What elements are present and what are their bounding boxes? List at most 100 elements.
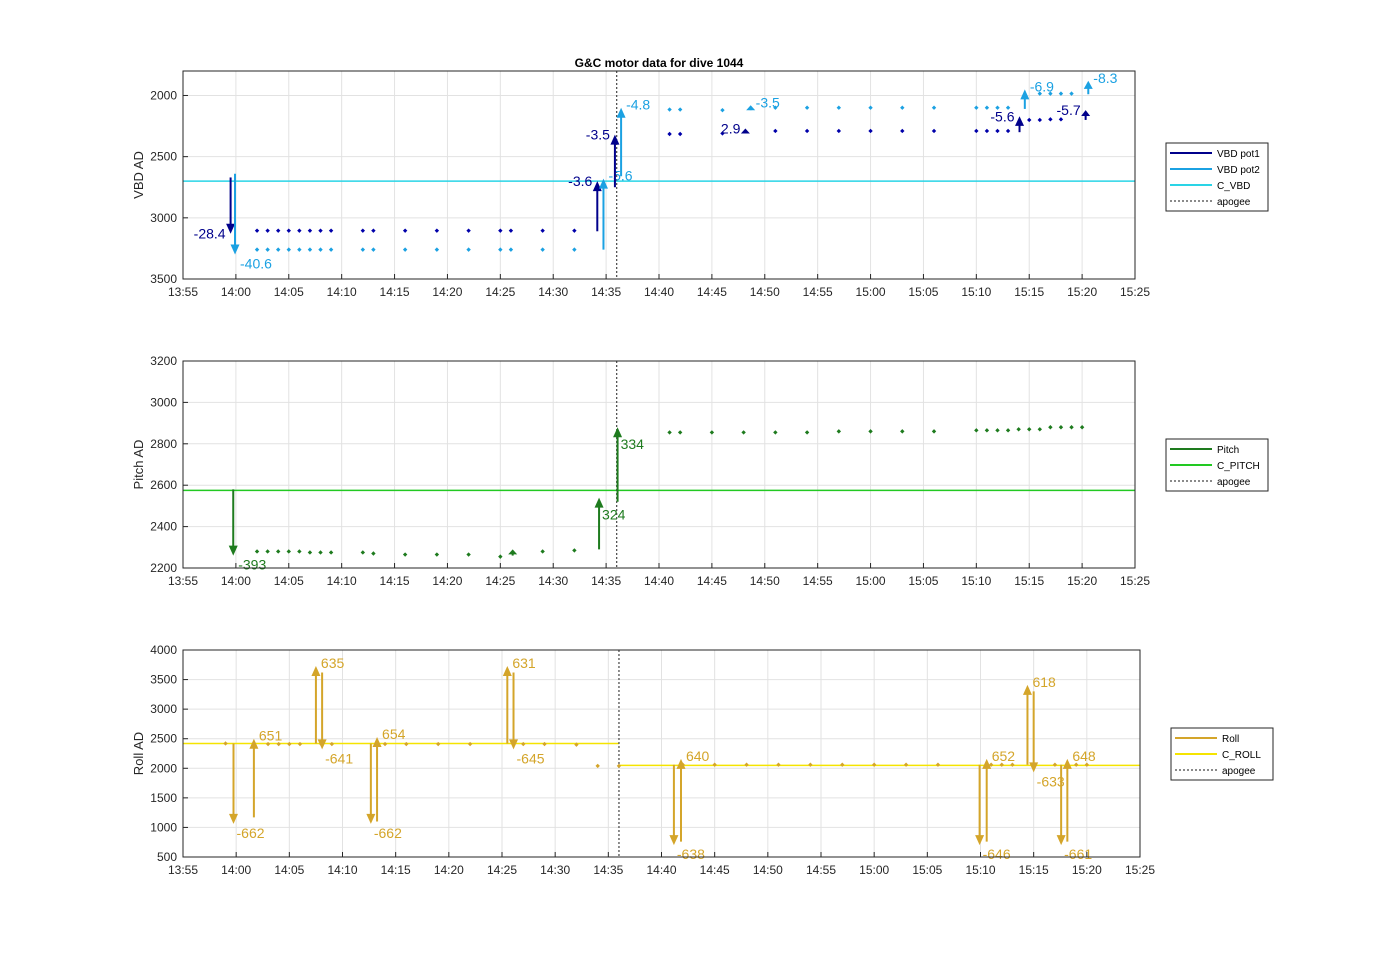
data-point — [1058, 117, 1064, 122]
data-point — [1010, 762, 1015, 767]
data-point — [286, 247, 291, 252]
data-point — [1005, 428, 1011, 433]
data-point — [360, 550, 366, 555]
data-point — [1016, 427, 1021, 432]
x-tick-label: 14:25 — [487, 863, 517, 877]
arrow-label: -8.3 — [1093, 70, 1117, 86]
data-point — [1027, 427, 1032, 432]
data-point — [508, 228, 514, 233]
x-tick-label: 15:25 — [1120, 285, 1150, 299]
x-tick-label: 14:35 — [591, 574, 621, 588]
x-tick-label: 15:15 — [1014, 285, 1044, 299]
y-tick-label: 2800 — [150, 437, 177, 451]
x-tick-label: 14:50 — [750, 574, 780, 588]
arrow-head — [1056, 835, 1066, 846]
x-tick-label: 14:50 — [750, 285, 780, 299]
data-point — [1069, 425, 1074, 430]
data-point — [254, 549, 260, 554]
data-point — [498, 228, 503, 233]
y-tick-label: 2000 — [150, 761, 177, 775]
x-tick-label: 14:45 — [697, 574, 727, 588]
data-point — [931, 105, 937, 110]
data-point — [984, 428, 990, 433]
x-tick-label: 14:55 — [803, 285, 833, 299]
arrow-head — [508, 549, 518, 555]
data-point — [1074, 762, 1079, 767]
x-tick-label: 14:15 — [380, 574, 410, 588]
arrow-head — [317, 739, 327, 750]
x-tick-label: 13:55 — [168, 285, 198, 299]
arrow-label: 651 — [259, 728, 283, 744]
arrow-head — [746, 105, 756, 111]
y-tick-label: 2000 — [150, 88, 177, 102]
data-point — [318, 228, 323, 233]
data-point — [404, 741, 409, 747]
x-tick-label: 14:45 — [700, 863, 730, 877]
legend-entry: apogee — [1217, 477, 1251, 488]
data-point — [773, 105, 778, 110]
x-tick-label: 14:10 — [327, 863, 357, 877]
arrow-head — [1083, 80, 1093, 89]
data-point — [223, 741, 228, 746]
x-tick-label: 14:30 — [538, 574, 568, 588]
x-tick-label: 14:10 — [327, 285, 357, 299]
x-tick-label: 15:00 — [856, 285, 886, 299]
data-point — [371, 228, 376, 233]
arrow-head — [1062, 758, 1072, 769]
data-point — [776, 762, 781, 767]
arrow-head — [982, 758, 992, 769]
data-point — [999, 762, 1004, 767]
y-tick-label: 3200 — [150, 354, 177, 368]
x-tick-label: 15:10 — [961, 574, 991, 588]
data-point — [974, 428, 979, 433]
data-point — [804, 128, 810, 134]
arrow-label: -641 — [325, 750, 353, 766]
data-point — [595, 763, 600, 769]
arrow-label: 2.9 — [721, 121, 741, 137]
data-point — [382, 741, 388, 747]
data-point — [466, 247, 471, 252]
legend-entry: VBD pot2 — [1217, 165, 1260, 176]
x-tick-label: 15:20 — [1067, 285, 1097, 299]
arrow-label: -6.9 — [1030, 78, 1054, 94]
x-tick-label: 15:15 — [1019, 863, 1049, 877]
data-point — [286, 228, 291, 233]
arrow-head — [740, 128, 750, 134]
x-tick-label: 14:50 — [753, 863, 783, 877]
data-point — [434, 247, 440, 252]
arrow-head — [616, 107, 626, 118]
data-point — [900, 128, 905, 134]
axes-box — [182, 649, 1141, 858]
data-point — [436, 741, 441, 747]
data-point — [572, 228, 577, 233]
data-point — [900, 429, 905, 434]
data-point — [307, 550, 313, 555]
data-point — [1058, 91, 1064, 96]
data-point — [466, 228, 471, 233]
data-point — [307, 228, 313, 233]
data-point — [402, 552, 408, 557]
arrow-head — [502, 665, 512, 676]
data-point — [297, 247, 302, 252]
data-point — [836, 105, 842, 110]
data-point — [287, 741, 292, 747]
x-tick-label: 15:10 — [965, 863, 995, 877]
x-tick-label: 14:05 — [274, 574, 304, 588]
legend-entry: apogee — [1217, 197, 1251, 208]
data-point — [804, 430, 810, 435]
data-point — [402, 228, 408, 233]
arrow-label: -662 — [237, 825, 265, 841]
legend-entry: VBD pot1 — [1217, 149, 1260, 160]
x-tick-label: 14:40 — [646, 863, 676, 877]
y-tick-label: 1500 — [150, 791, 177, 805]
arrow-head — [509, 739, 519, 750]
data-point — [900, 105, 905, 110]
data-point — [402, 247, 408, 252]
x-tick-label: 14:40 — [644, 574, 674, 588]
data-point — [677, 430, 683, 435]
data-point — [868, 105, 873, 110]
data-point — [265, 228, 270, 233]
arrow-head — [366, 813, 376, 824]
arrow-label: -638 — [677, 846, 705, 862]
